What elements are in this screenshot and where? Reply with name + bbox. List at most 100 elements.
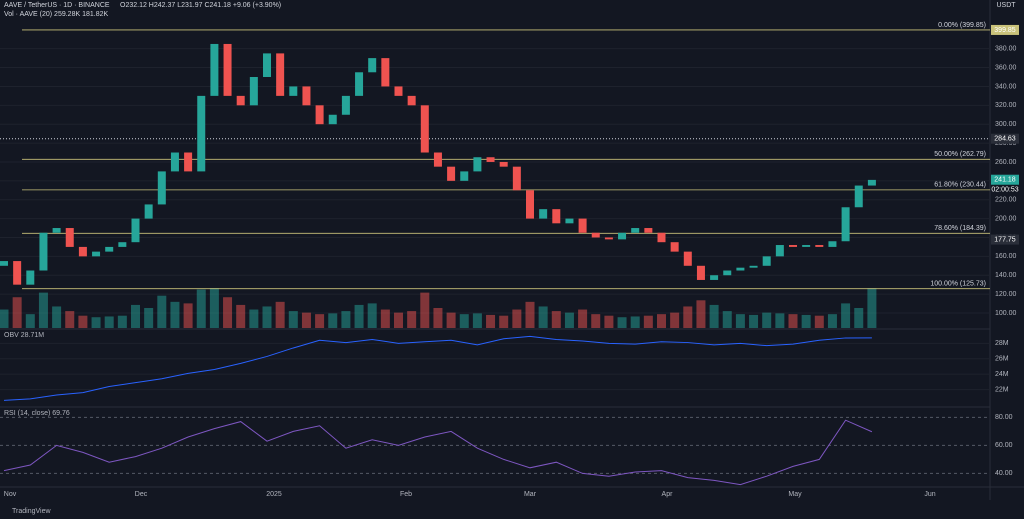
- volume-bar: [564, 312, 574, 328]
- y-tick-label: 28M: [995, 340, 1009, 347]
- candle: [276, 53, 285, 96]
- fib-label: 0.00% (399.85): [938, 22, 986, 29]
- symbol: AAVE / TetherUS · 1D · BINANCE: [4, 2, 110, 9]
- candle: [683, 251, 692, 266]
- candle: [355, 72, 364, 96]
- candle: [184, 152, 193, 172]
- candle: [460, 171, 469, 181]
- y-tick-label: 26M: [995, 356, 1009, 363]
- candle: [631, 228, 640, 233]
- y-tick-label: 260.00: [995, 159, 1017, 166]
- volume-bar: [486, 314, 496, 328]
- y-tick-label: 60.00: [995, 442, 1013, 449]
- volume-bar: [591, 314, 601, 328]
- candle: [420, 105, 429, 153]
- volume-bar: [709, 304, 719, 328]
- candle: [604, 237, 613, 240]
- candle: [78, 246, 87, 257]
- volume-bar: [394, 312, 403, 328]
- volume-bar: [604, 315, 614, 328]
- price-tag: [991, 234, 1019, 245]
- obv-line: [3, 335, 872, 401]
- volume-bar: [657, 314, 666, 328]
- candle: [565, 218, 574, 224]
- candle: [670, 242, 679, 252]
- volume-bar: [749, 314, 759, 328]
- volume-bar: [65, 311, 75, 328]
- volume-bar: [446, 312, 456, 328]
- candle: [170, 152, 179, 172]
- volume-bar: [341, 311, 351, 328]
- volume-bar: [538, 306, 548, 328]
- volume-bar: [683, 306, 693, 328]
- volume-bar: [722, 311, 732, 328]
- volume-bar: [762, 312, 772, 328]
- rsi-line: [3, 419, 873, 486]
- candle: [447, 166, 456, 181]
- fib-label: 100.00% (125.73): [930, 281, 986, 288]
- volume-bar: [12, 297, 22, 328]
- candle: [789, 245, 797, 247]
- x-tick-label: Dec: [135, 491, 148, 498]
- volume-bar: [144, 308, 154, 328]
- y-tick-label: 300.00: [995, 121, 1017, 128]
- x-tick-label: Apr: [662, 491, 674, 498]
- volume-bar: [499, 315, 509, 328]
- candle: [473, 157, 482, 172]
- volume-bar: [551, 311, 561, 328]
- candle: [131, 218, 140, 243]
- price-tag: [991, 24, 1019, 35]
- volume-bar: [472, 313, 482, 328]
- volume-bar: [249, 309, 259, 328]
- volume-bar: [827, 314, 837, 328]
- candle: [775, 245, 784, 257]
- brand: TradingView: [12, 508, 51, 515]
- volume-bar: [643, 315, 653, 328]
- volume-bar: [670, 312, 680, 328]
- y-tick-label: 40.00: [995, 470, 1013, 477]
- y-tick-label: 100.00: [995, 310, 1017, 317]
- price-tag: [991, 133, 1019, 144]
- volume-bar: [380, 309, 390, 328]
- volume-bar: [38, 292, 48, 328]
- candle: [867, 179, 876, 186]
- x-tick-label: 2025: [266, 491, 282, 498]
- candle: [210, 43, 219, 96]
- candle: [118, 242, 127, 247]
- volume-bar: [867, 288, 877, 328]
- candle: [341, 95, 350, 115]
- candle: [26, 270, 35, 285]
- candle: [157, 171, 166, 205]
- volume-bar: [696, 300, 706, 328]
- candle: [433, 152, 442, 167]
- y-tick-label: 380.00: [995, 46, 1017, 53]
- candle: [65, 228, 74, 247]
- volume-bar: [275, 301, 285, 328]
- volume-bar: [354, 304, 364, 328]
- candle: [0, 261, 8, 266]
- candle: [236, 95, 245, 106]
- volume-bar: [209, 288, 219, 328]
- rsi-title: RSI (14, close) 69.76: [4, 410, 70, 417]
- price-tag-label: 284.63: [994, 136, 1016, 143]
- candle: [526, 190, 534, 219]
- volume-bar: [525, 301, 535, 328]
- candle: [841, 207, 850, 242]
- price-tag-label: 399.85: [994, 27, 1016, 34]
- candle: [315, 105, 324, 125]
- candle: [368, 58, 377, 73]
- candle: [105, 246, 114, 252]
- candle: [578, 218, 587, 233]
- volume-bar: [420, 292, 430, 328]
- candle: [407, 95, 416, 106]
- volume-bar: [407, 311, 417, 328]
- volume-bar: [170, 301, 180, 328]
- candle: [13, 261, 22, 285]
- volume-bar: [617, 317, 627, 328]
- volume-bar: [0, 309, 9, 328]
- candle: [381, 58, 390, 87]
- x-tick-label: Feb: [400, 491, 412, 498]
- currency: USDT: [996, 2, 1016, 9]
- volume-bar: [801, 314, 811, 328]
- candle: [762, 256, 771, 266]
